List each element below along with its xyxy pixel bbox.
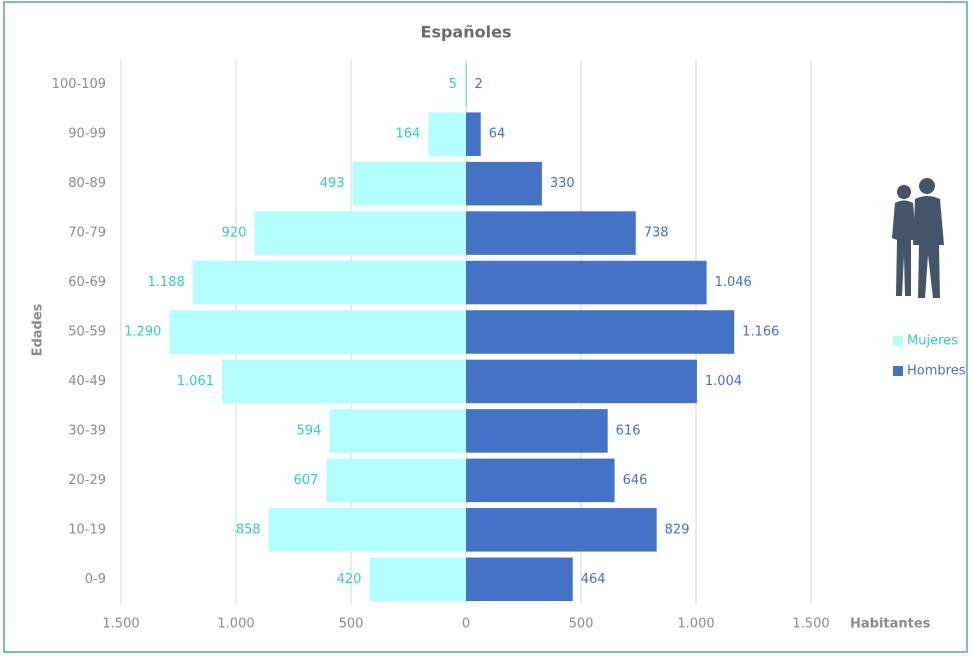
- y-tick-label: 50-59: [68, 325, 106, 340]
- x-tick-label: 0: [462, 617, 470, 632]
- bar: [466, 508, 657, 552]
- y-tick-label: 0-9: [85, 572, 106, 587]
- y-tick-label: 60-69: [68, 275, 106, 290]
- bar: [369, 557, 466, 602]
- bar: [466, 112, 481, 156]
- data-label: 594: [297, 423, 322, 438]
- data-label: 616: [616, 423, 641, 438]
- data-label: 607: [294, 473, 319, 488]
- data-label: 1.004: [705, 374, 742, 389]
- y-tick-label: 10-19: [68, 522, 106, 537]
- bar: [466, 260, 707, 305]
- bar: [428, 112, 466, 156]
- data-label: 646: [623, 473, 648, 488]
- x-tick-label: 1.500: [792, 617, 829, 632]
- chart-title: Españoles: [421, 23, 512, 42]
- bar: [466, 458, 615, 503]
- y-tick-label: 70-79: [68, 226, 106, 241]
- data-label: 1.046: [715, 275, 752, 290]
- data-label: 5: [449, 77, 457, 92]
- data-label: 464: [581, 572, 606, 587]
- y-tick-label: 80-89: [68, 176, 106, 191]
- x-tick-label: 1.000: [217, 617, 254, 632]
- y-tick-label: 100-109: [52, 77, 106, 92]
- bar: [329, 409, 466, 453]
- bar: [466, 310, 735, 354]
- data-label: 164: [395, 127, 420, 142]
- data-label: 330: [550, 176, 575, 191]
- bar: [169, 310, 467, 354]
- data-label: 738: [644, 226, 669, 241]
- x-axis-title: Habitantes: [850, 617, 931, 632]
- y-tick-label: 30-39: [68, 423, 106, 438]
- data-label: 920: [222, 226, 247, 241]
- bar: [221, 359, 466, 404]
- bar: [268, 508, 466, 552]
- bar: [466, 211, 636, 255]
- y-tick-label: 40-49: [68, 374, 106, 389]
- people-icon: [892, 178, 944, 298]
- legend-label: Hombres: [907, 364, 966, 379]
- x-tick-label: 500: [339, 617, 364, 632]
- x-tick-label: 1.500: [102, 617, 139, 632]
- bar: [466, 409, 608, 453]
- data-label: 1.061: [177, 374, 214, 389]
- legend-swatch: [893, 366, 903, 376]
- legend-swatch: [893, 336, 903, 346]
- y-tick-label: 20-29: [68, 473, 106, 488]
- bar: [466, 557, 573, 602]
- data-label: 64: [489, 127, 506, 142]
- data-label: 420: [337, 572, 362, 587]
- data-label: 2: [474, 77, 482, 92]
- y-axis-title: Edades: [31, 303, 46, 356]
- bar: [466, 161, 542, 206]
- y-tick-label: 90-99: [68, 127, 106, 142]
- data-label: 1.166: [742, 325, 779, 340]
- bar: [466, 359, 697, 404]
- legend-label: Mujeres: [907, 334, 958, 349]
- data-label: 1.188: [148, 275, 185, 290]
- bar: [464, 62, 466, 107]
- x-tick-label: 500: [569, 617, 594, 632]
- data-label: 1.290: [124, 325, 161, 340]
- data-label: 829: [665, 522, 690, 537]
- data-label: 493: [320, 176, 345, 191]
- bar: [352, 161, 466, 206]
- data-label: 858: [236, 522, 261, 537]
- x-tick-label: 1.000: [677, 617, 714, 632]
- bar: [326, 458, 466, 503]
- bar: [254, 211, 466, 255]
- bar: [192, 260, 466, 305]
